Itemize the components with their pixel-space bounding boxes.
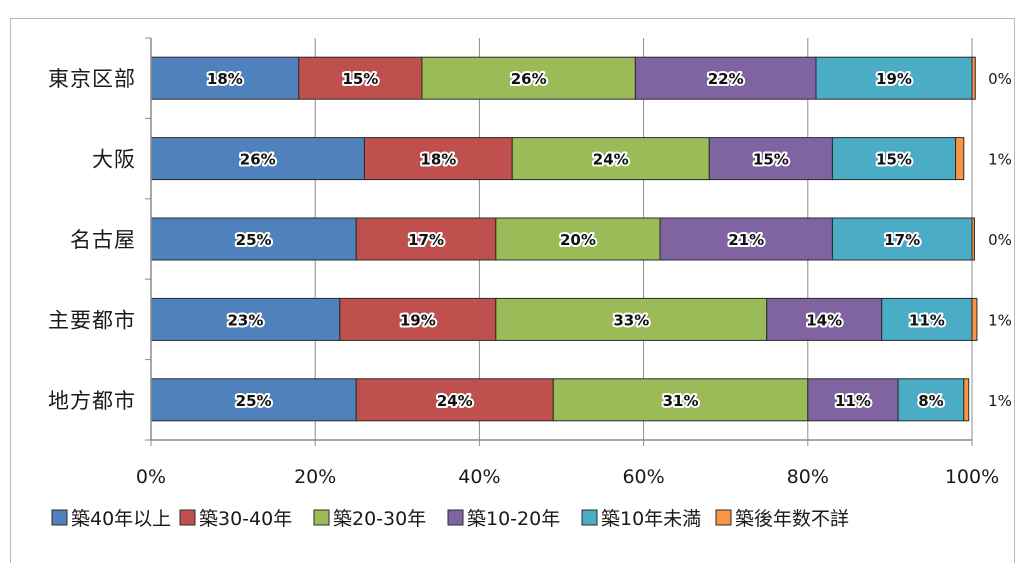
data-label: 0%	[988, 70, 1012, 88]
bar-segment	[815, 56, 973, 100]
bar-segment	[766, 297, 883, 341]
x-tick-label: 80%	[787, 466, 829, 488]
legend-label: 築10-20年	[467, 508, 560, 530]
x-tick-label: 0%	[136, 466, 166, 488]
data-label: 23%	[227, 311, 263, 329]
bar-segment	[339, 297, 497, 341]
legend-swatch	[179, 509, 196, 526]
legend-swatch	[447, 509, 464, 526]
data-label: 15%	[753, 151, 789, 169]
data-label: 14%	[806, 311, 842, 329]
x-tick-label: 60%	[622, 466, 664, 488]
legend-label: 築後年数不詳	[735, 508, 849, 530]
bar-segment	[363, 137, 513, 181]
legend-swatch	[715, 509, 732, 526]
legend-label: 築40年以上	[71, 508, 171, 530]
bar-segment	[421, 56, 636, 100]
data-label: 26%	[240, 151, 276, 169]
bar-segment	[897, 378, 965, 422]
bar-segment	[150, 137, 365, 181]
legend-label: 築10年未満	[601, 508, 701, 530]
data-label: 15%	[342, 70, 378, 88]
x-tick-labels: 0% 20% 40% 60% 80% 100%	[136, 466, 999, 488]
x-tick-label: 20%	[294, 466, 336, 488]
legend: 築40年以上 築30-40年 築20-30年 築10-20年 築10年未満 築後年数不詳	[51, 508, 849, 530]
bar-segment	[971, 56, 976, 100]
bar-segment	[298, 56, 423, 100]
data-label: 17%	[884, 231, 920, 249]
legend-swatch	[313, 509, 330, 526]
legend-swatch	[581, 509, 598, 526]
data-label: 20%	[560, 231, 596, 249]
bar-segment	[355, 378, 554, 422]
category-label: 大阪	[92, 148, 136, 172]
bar-segment	[150, 297, 341, 341]
data-label: 33%	[613, 311, 649, 329]
data-label: 0%	[988, 231, 1012, 249]
bar-segment	[511, 137, 710, 181]
bars: 18% 15% 26% 22% 19% 0% 26% 18% 24% 15% 15% 1% 25% 17%…	[150, 56, 1012, 422]
bar-segment	[831, 217, 973, 261]
bar-segment	[708, 137, 833, 181]
data-label: 25%	[236, 231, 272, 249]
chart-frame	[10, 18, 1015, 563]
x-tick-label: 40%	[458, 466, 500, 488]
bar-segment	[634, 56, 817, 100]
data-label: 8%	[918, 392, 943, 410]
axes	[145, 37, 973, 446]
bar-segment	[495, 217, 661, 261]
bar-segment	[963, 378, 970, 422]
data-label: 19%	[876, 70, 912, 88]
data-label: 19%	[400, 311, 436, 329]
legend-swatch	[51, 509, 68, 526]
bar-segment	[150, 217, 357, 261]
data-label: 21%	[728, 231, 764, 249]
data-label: 31%	[663, 392, 699, 410]
x-tick-label: 100%	[945, 466, 999, 488]
bar-segment	[495, 297, 768, 341]
data-label: 24%	[593, 151, 629, 169]
data-label: 1%	[988, 311, 1012, 329]
data-label: 11%	[835, 392, 871, 410]
bar-segment	[831, 137, 957, 181]
legend-label: 築30-40年	[199, 508, 292, 530]
data-label: 22%	[708, 70, 744, 88]
category-label: 主要都市	[48, 308, 136, 332]
category-label: 名古屋	[70, 228, 136, 252]
bar-segment	[552, 378, 809, 422]
category-label: 東京区部	[48, 67, 136, 91]
legend-label: 築20-30年	[333, 508, 426, 530]
data-label: 11%	[909, 311, 945, 329]
data-label: 18%	[420, 151, 456, 169]
data-label: 17%	[408, 231, 444, 249]
data-label: 18%	[207, 70, 243, 88]
data-label: 24%	[437, 392, 473, 410]
data-label: 1%	[988, 151, 1012, 169]
bar-segment	[807, 378, 899, 422]
data-label: 26%	[511, 70, 547, 88]
data-label: 15%	[876, 151, 912, 169]
category-label: 地方都市	[48, 389, 136, 413]
bar-segment	[659, 217, 833, 261]
bar-segment	[955, 137, 965, 181]
bar-segment	[971, 297, 978, 341]
bar-segment	[971, 217, 975, 261]
data-label: 1%	[988, 392, 1012, 410]
bar-segment	[150, 378, 357, 422]
data-label: 25%	[236, 392, 272, 410]
